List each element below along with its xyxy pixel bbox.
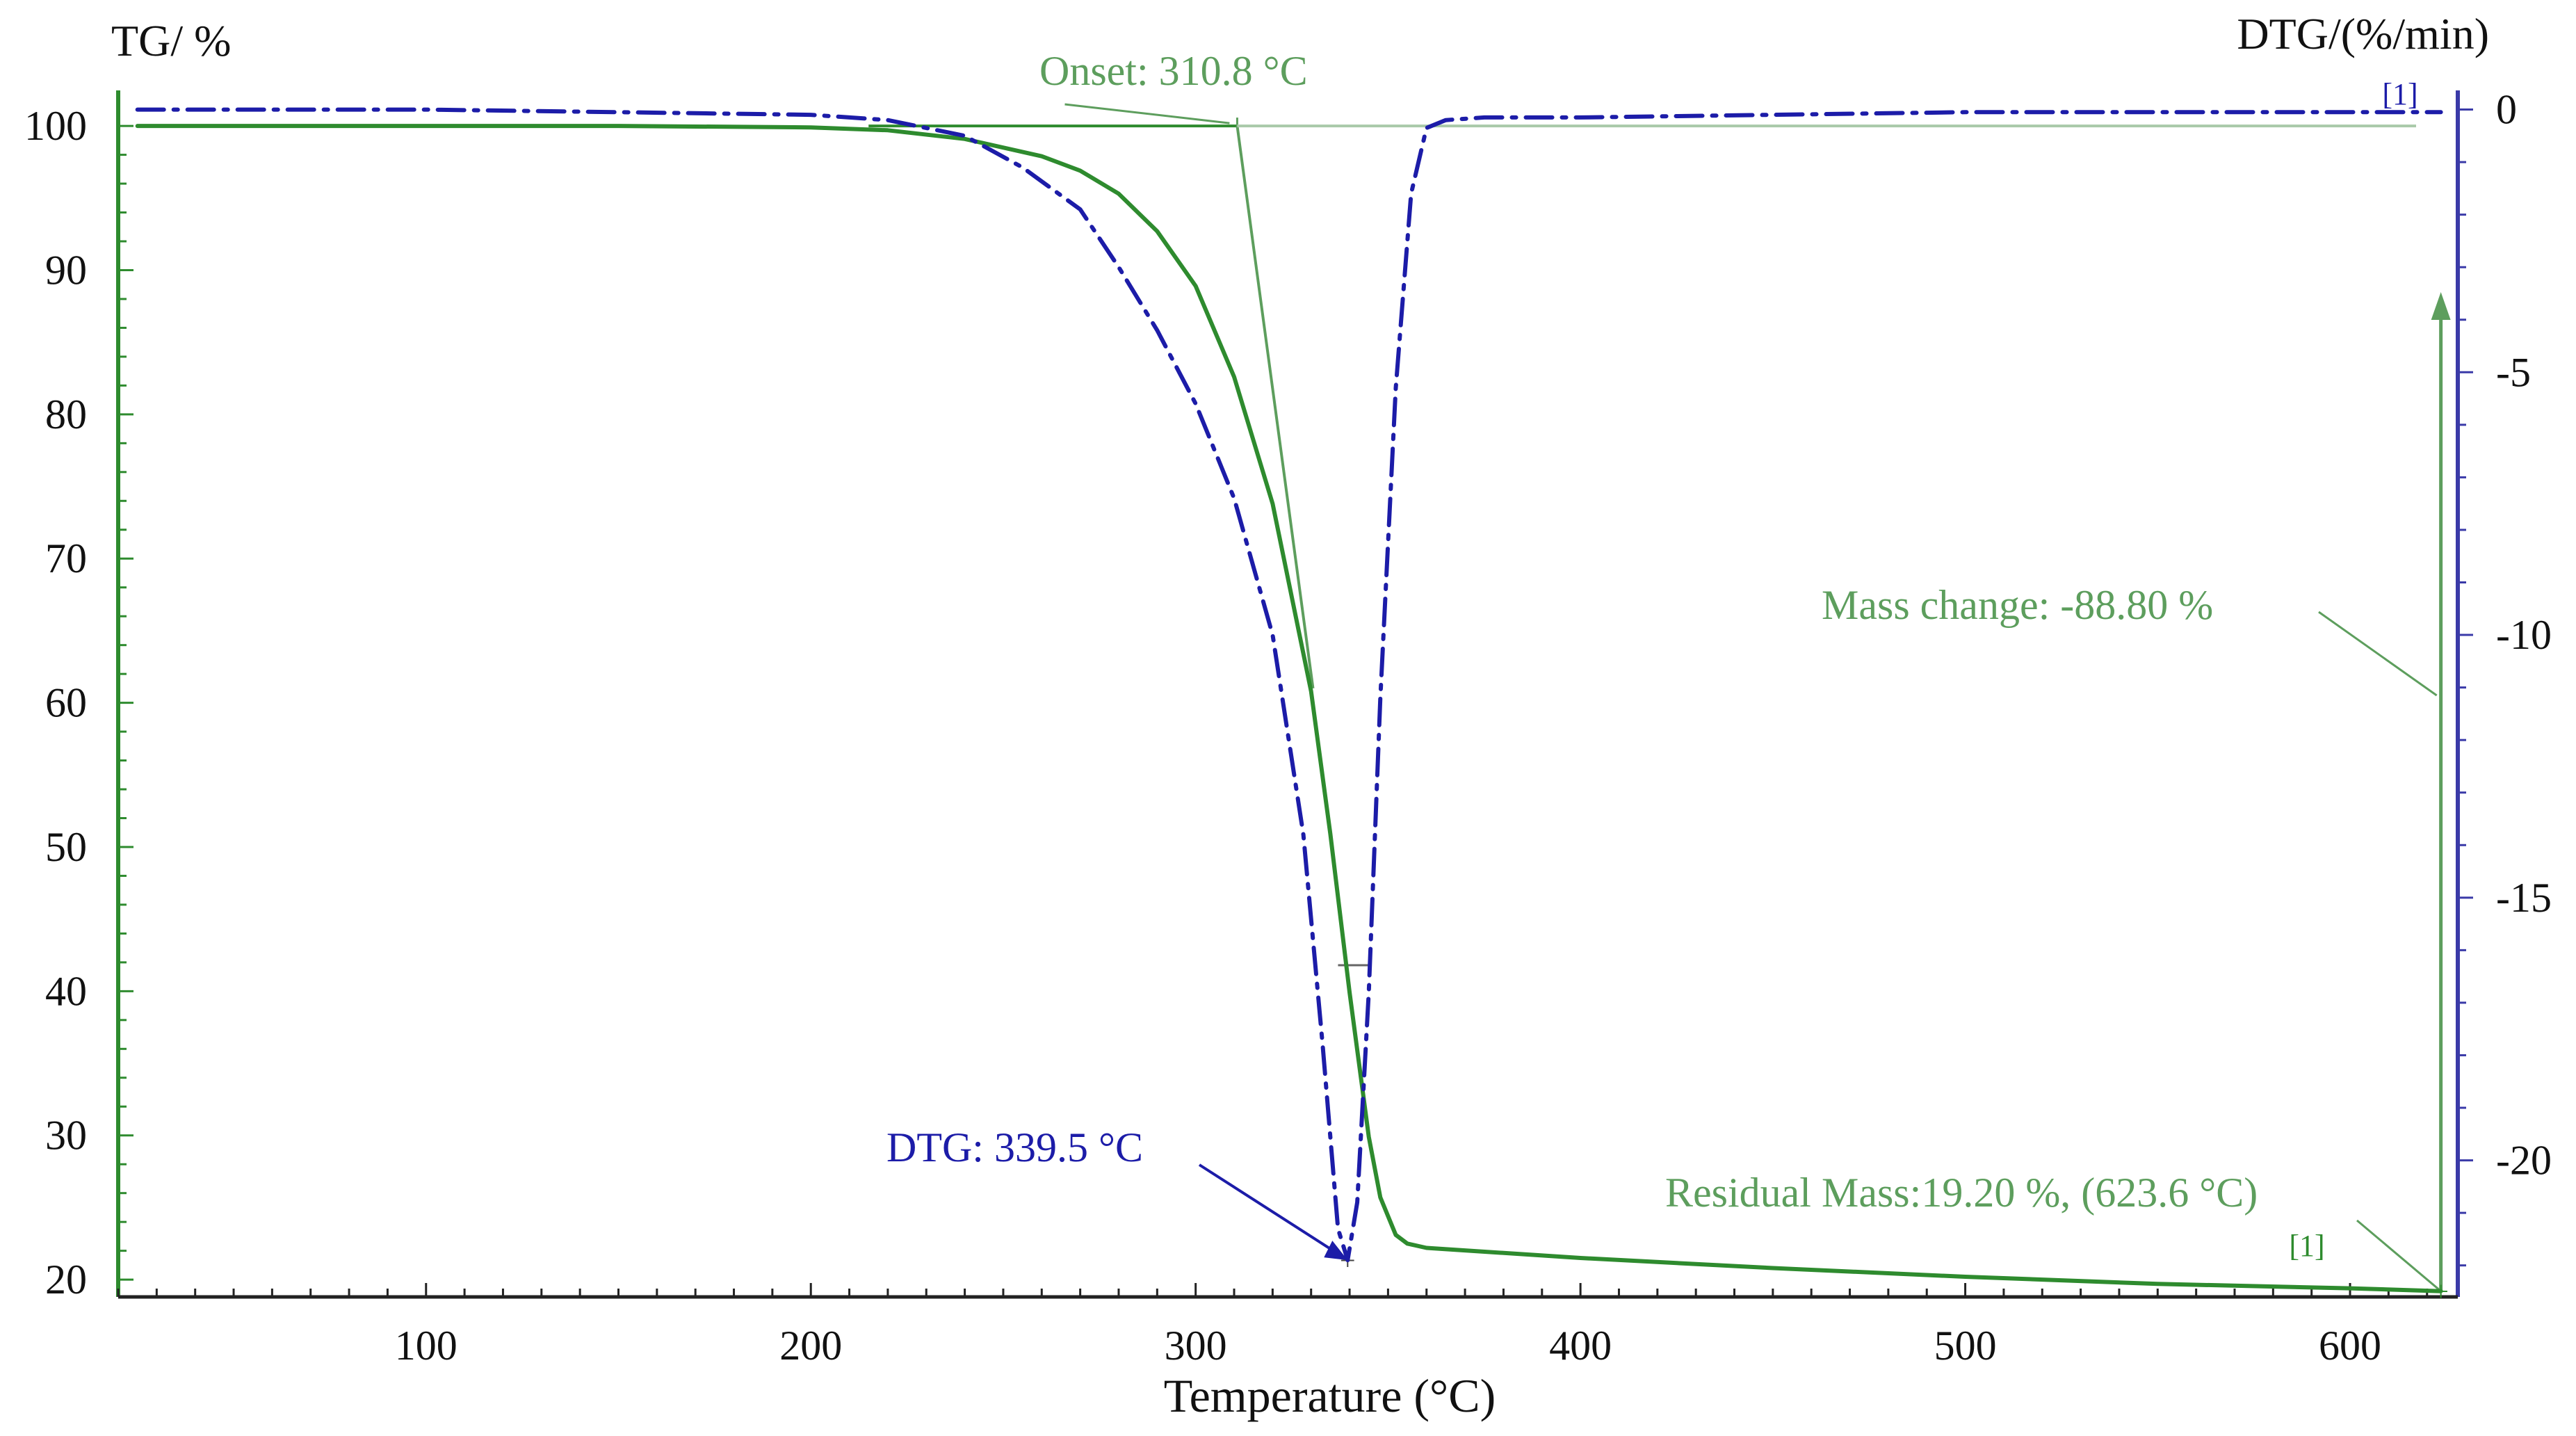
- y-right-tick-label: -10: [2496, 612, 2552, 658]
- y-right-tick-label: -20: [2496, 1138, 2552, 1184]
- y-left-tick-label: 40: [45, 968, 87, 1014]
- y-left-tick-label: 20: [45, 1257, 87, 1302]
- mass-change-annotation: Mass change: -88.80 %: [1822, 582, 2213, 628]
- y-left-tick-label: 60: [45, 680, 87, 726]
- series-line-tg: [138, 126, 2441, 1291]
- y-left-tick-label: 30: [45, 1113, 87, 1159]
- residual-mass-annotation: Residual Mass:19.20 %, (623.6 °C): [1665, 1170, 2258, 1216]
- onset-annotation: Onset: 310.8 °C: [1039, 48, 1308, 94]
- dtg-peak-annotation: DTG: 339.5 °C: [886, 1124, 1143, 1170]
- onset-leader-line: [1064, 104, 1229, 123]
- x-axis-title: Temperature (°C): [1164, 1369, 1496, 1422]
- dtg-end-marker-label: [1]: [2382, 77, 2417, 111]
- y-right-tick-label: -15: [2496, 875, 2552, 921]
- onset-tangent-line: [1237, 126, 1313, 688]
- y-right-tick-label: 0: [2496, 87, 2517, 133]
- y-left-axis-title: TG/ %: [111, 16, 231, 65]
- dtg-peak-leader-line: [1199, 1165, 1339, 1255]
- y-right-tick-label: -5: [2496, 349, 2531, 395]
- mass-change-leader-line: [2319, 612, 2437, 695]
- mass-change-arrowhead: [2431, 292, 2451, 320]
- y-left-tick-label: 70: [45, 535, 87, 581]
- series-line-dtg: [138, 110, 2441, 1261]
- x-tick-label: 200: [779, 1323, 842, 1369]
- tg-end-marker-label: [1]: [2289, 1229, 2324, 1263]
- y-left-tick-label: 90: [45, 247, 87, 293]
- x-tick-label: 300: [1165, 1323, 1227, 1369]
- residual-leader-line: [2357, 1220, 2441, 1291]
- x-tick-label: 100: [395, 1323, 457, 1369]
- y-left-tick-label: 50: [45, 824, 87, 870]
- y-left-tick-label: 80: [45, 392, 87, 437]
- y-right-axis-title: DTG/(%/min): [2237, 9, 2489, 58]
- x-tick-label: 500: [1934, 1323, 1997, 1369]
- x-tick-label: 400: [1549, 1323, 1612, 1369]
- y-left-tick-label: 100: [24, 103, 87, 149]
- x-tick-label: 600: [2319, 1323, 2381, 1369]
- tga-dtg-chart: + + 100 200 300 400 500 600 20 30 40 50 60 70 80 90 100…: [0, 0, 2576, 1433]
- chart-canvas: ++ 100 200 300 400 500 6002030405060708090100…: [0, 0, 2576, 1433]
